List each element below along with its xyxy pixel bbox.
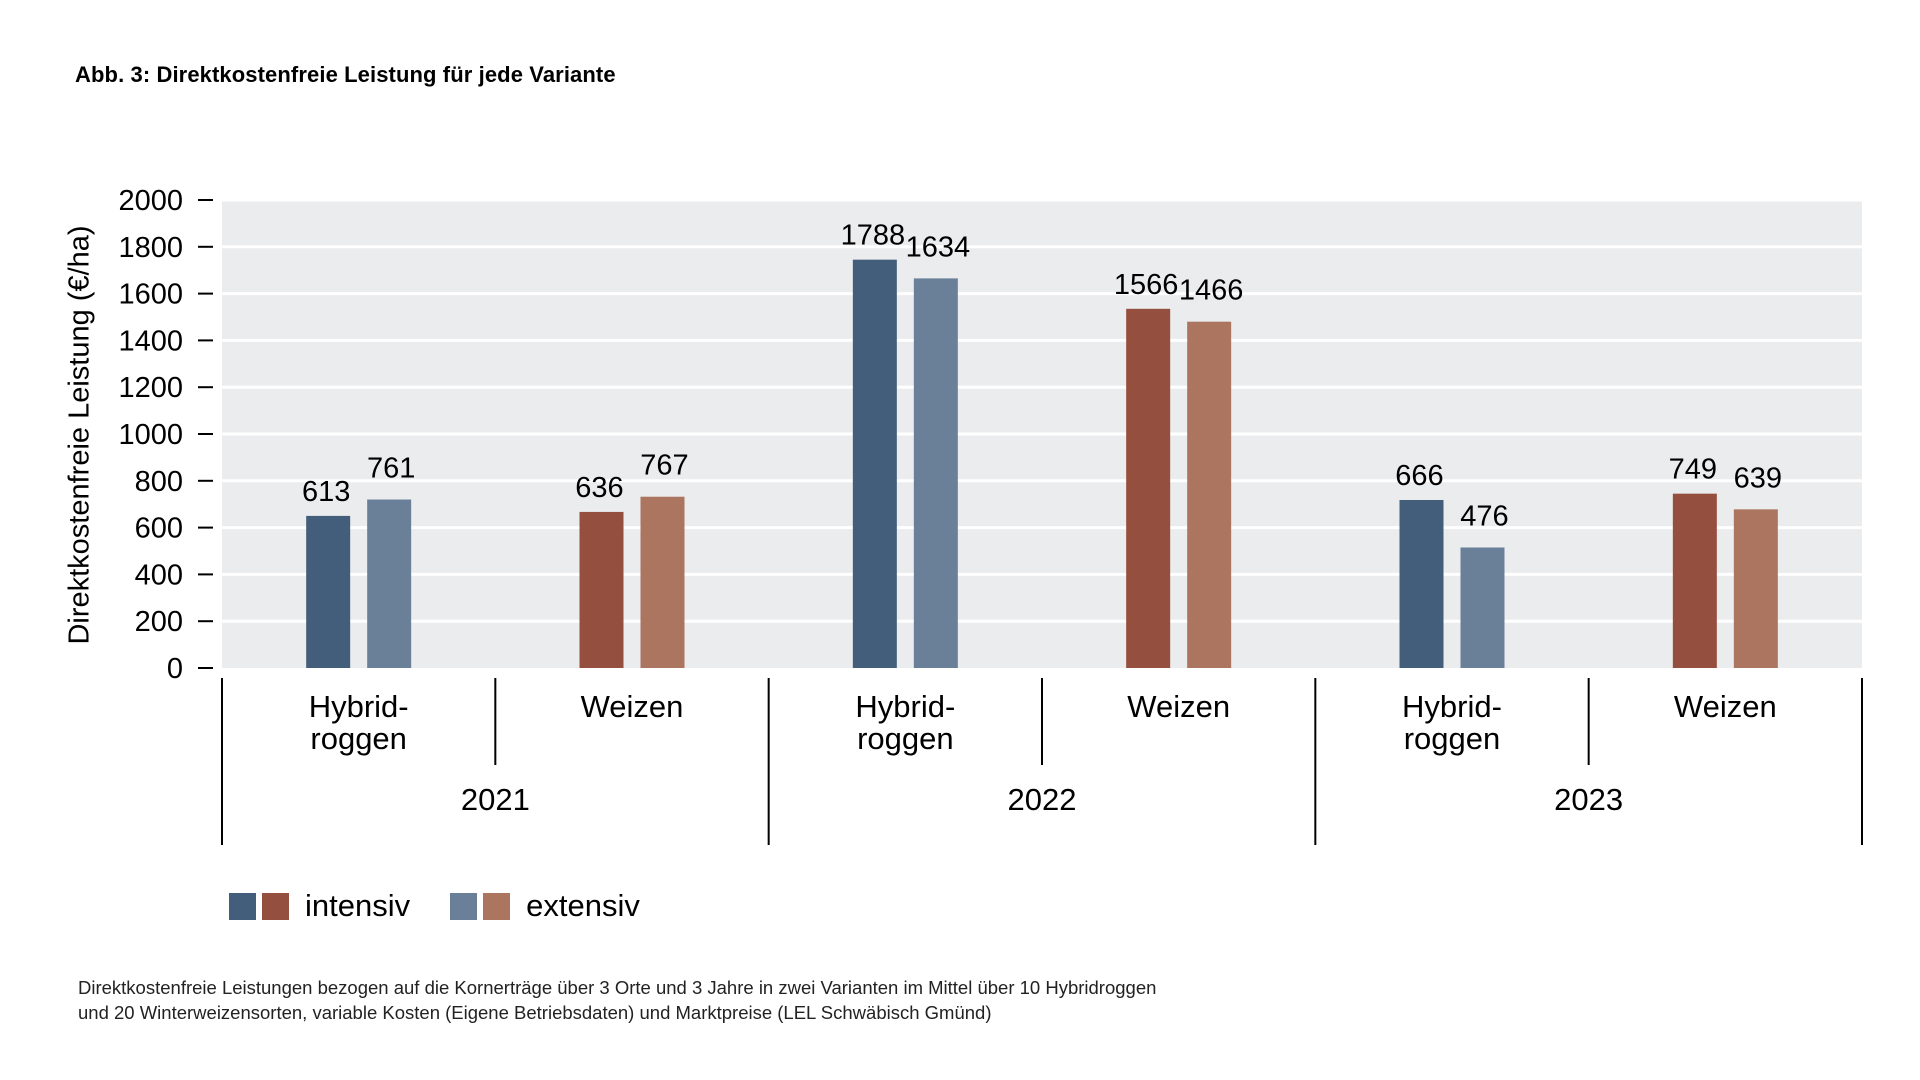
y-axis: 0 200 400 600 800 1000 1200 1400 1600 1800 2000 xyxy=(118,185,213,685)
y-tick-label: 2000 xyxy=(118,185,183,217)
note-line-1: Direktkostenfreie Leistungen bezogen auf… xyxy=(78,977,1157,998)
x-year-label: 2022 xyxy=(1008,782,1077,817)
bar-extensiv xyxy=(367,499,412,668)
x-category-label: roggen xyxy=(1404,721,1501,756)
bars xyxy=(306,259,1778,668)
bar-extensiv xyxy=(1460,547,1505,668)
x-category-label: Hybrid- xyxy=(1402,689,1502,724)
legend-label-intensiv: intensiv xyxy=(305,888,411,923)
x-category-label: roggen xyxy=(857,721,954,756)
y-tick-label: 1200 xyxy=(118,372,183,404)
y-tick-label: 200 xyxy=(135,606,183,638)
bar-extensiv xyxy=(640,496,685,668)
bar-intensiv xyxy=(1399,499,1444,668)
data-label-extensiv: 639 xyxy=(1734,462,1782,494)
figure-title: Abb. 3: Direktkostenfreie Leistung für j… xyxy=(75,62,616,87)
y-tick-label: 1000 xyxy=(118,419,183,451)
bar-intensiv xyxy=(579,511,624,668)
x-year-label: 2021 xyxy=(461,782,530,817)
legend-swatch-roggen-intensiv xyxy=(229,892,256,920)
data-label-intensiv: 613 xyxy=(302,476,350,508)
y-tick-label: 0 xyxy=(167,653,183,685)
bar-intensiv xyxy=(852,259,897,668)
legend-swatch-weizen-intensiv xyxy=(262,892,289,920)
x-category-label: Weizen xyxy=(1674,689,1777,724)
bar-extensiv xyxy=(1187,321,1232,668)
y-tick-label: 800 xyxy=(135,466,183,498)
data-label-intensiv: 1566 xyxy=(1114,269,1179,301)
y-axis-label: Direktkostenfreie Leistung (€/ha) xyxy=(63,225,96,645)
gridlines xyxy=(222,198,1862,623)
legend-label-extensiv: extensiv xyxy=(526,888,640,923)
x-year-label: 2023 xyxy=(1554,782,1623,817)
data-label-extensiv: 761 xyxy=(367,453,415,485)
x-category-label: Weizen xyxy=(1127,689,1230,724)
x-axis: Hybrid-roggen Weizen 2021 Hybrid-roggen Weiz… xyxy=(221,678,1863,845)
data-label-extensiv: 476 xyxy=(1460,500,1508,532)
bar-extensiv xyxy=(913,278,958,668)
y-tick-label: 1600 xyxy=(118,279,183,311)
x-category-label: Weizen xyxy=(581,689,684,724)
x-category-label: Hybrid- xyxy=(309,689,409,724)
data-label-intensiv: 749 xyxy=(1669,454,1717,486)
legend-swatch-weizen-extensiv xyxy=(483,892,511,920)
data-label-intensiv: 1788 xyxy=(841,220,906,252)
data-label-extensiv: 1466 xyxy=(1179,275,1244,307)
data-label-intensiv: 636 xyxy=(575,472,623,504)
bar-intensiv xyxy=(1672,493,1717,668)
x-category-label: Hybrid- xyxy=(855,689,955,724)
data-label-extensiv: 767 xyxy=(640,450,688,482)
legend: intensiv extensiv xyxy=(229,888,680,924)
y-tick-label: 400 xyxy=(135,559,183,591)
legend-swatch-roggen-extensiv xyxy=(450,892,478,920)
y-tick-label: 1400 xyxy=(118,325,183,357)
y-tick-label: 600 xyxy=(135,513,183,545)
bar-intensiv xyxy=(1126,308,1171,668)
x-category-label: roggen xyxy=(310,721,407,756)
y-axis-label-wrap: Direktkostenfreie Leistung (€/ha) xyxy=(60,200,100,670)
bar-extensiv xyxy=(1733,509,1778,668)
y-tick-label: 1800 xyxy=(118,232,183,264)
figure-note: Direktkostenfreie Leistungen bezogen auf… xyxy=(78,975,1156,1025)
data-label-intensiv: 666 xyxy=(1395,460,1443,492)
note-line-2: und 20 Winterweizensorten, variable Kost… xyxy=(78,1002,992,1023)
bar-intensiv xyxy=(306,515,351,668)
data-label-extensiv: 1634 xyxy=(906,231,971,263)
data-labels: 613 761 636 767 1788 1634 1566 1466 666 476 749 639 xyxy=(302,220,1782,533)
